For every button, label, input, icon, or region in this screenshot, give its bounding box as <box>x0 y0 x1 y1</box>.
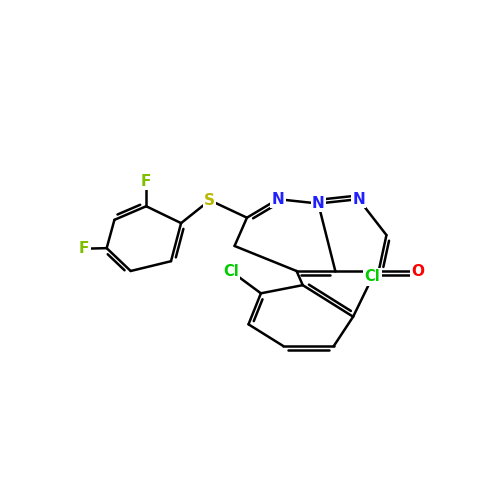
Text: Cl: Cl <box>224 264 240 279</box>
Text: F: F <box>79 241 90 256</box>
Text: Cl: Cl <box>364 270 380 284</box>
Text: S: S <box>204 193 215 208</box>
Text: N: N <box>272 192 284 206</box>
Text: N: N <box>312 196 324 211</box>
Text: F: F <box>141 174 152 190</box>
Text: O: O <box>411 264 424 278</box>
Text: N: N <box>352 192 365 206</box>
